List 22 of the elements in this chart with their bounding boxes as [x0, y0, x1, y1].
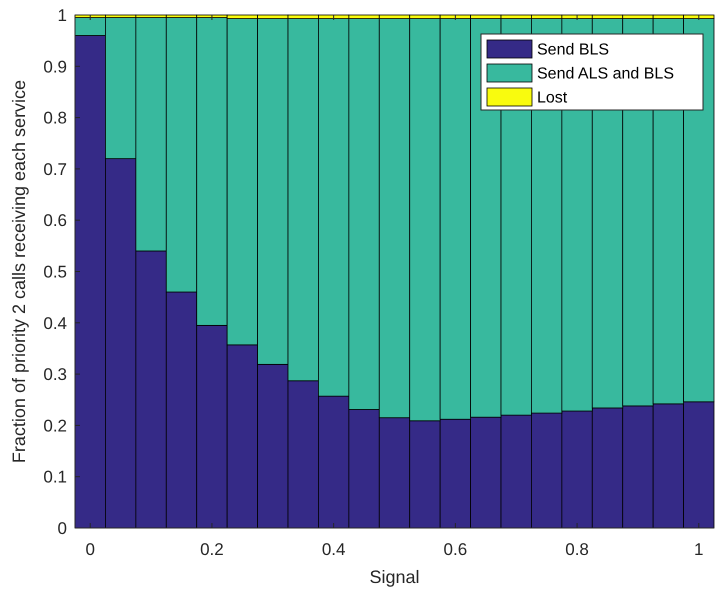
y-axis-title: Fraction of priority 2 calls receiving each service	[9, 80, 29, 464]
y-tick-label: 0.7	[43, 160, 67, 179]
y-tick-label: 0.4	[43, 314, 67, 333]
x-tick-label: 0	[85, 540, 95, 559]
y-tick-label: 0.6	[43, 211, 67, 230]
y-tick-label: 1	[58, 6, 67, 25]
y-tick-label: 0	[58, 518, 67, 538]
y-tick-label: 0.5	[43, 262, 67, 282]
legend-label: Send ALS and BLS	[537, 66, 674, 83]
legend-label: Send BLS	[537, 42, 610, 59]
y-tick-label: 0.2	[43, 416, 67, 436]
x-tick-label: 0.2	[200, 540, 224, 559]
legend-label: Lost	[537, 90, 568, 107]
x-tick-label: 0.4	[322, 540, 346, 559]
y-tick-label: 0.1	[43, 468, 67, 487]
x-tick-label: 1	[694, 540, 704, 559]
x-tick-label: 0.8	[565, 540, 589, 559]
x-tick-label: 0.6	[444, 540, 468, 559]
x-axis-title: Signal	[369, 567, 420, 587]
y-tick-label: 0.8	[43, 108, 67, 128]
y-tick-label: 0.3	[43, 365, 67, 384]
y-tick-label: 0.9	[43, 57, 67, 76]
